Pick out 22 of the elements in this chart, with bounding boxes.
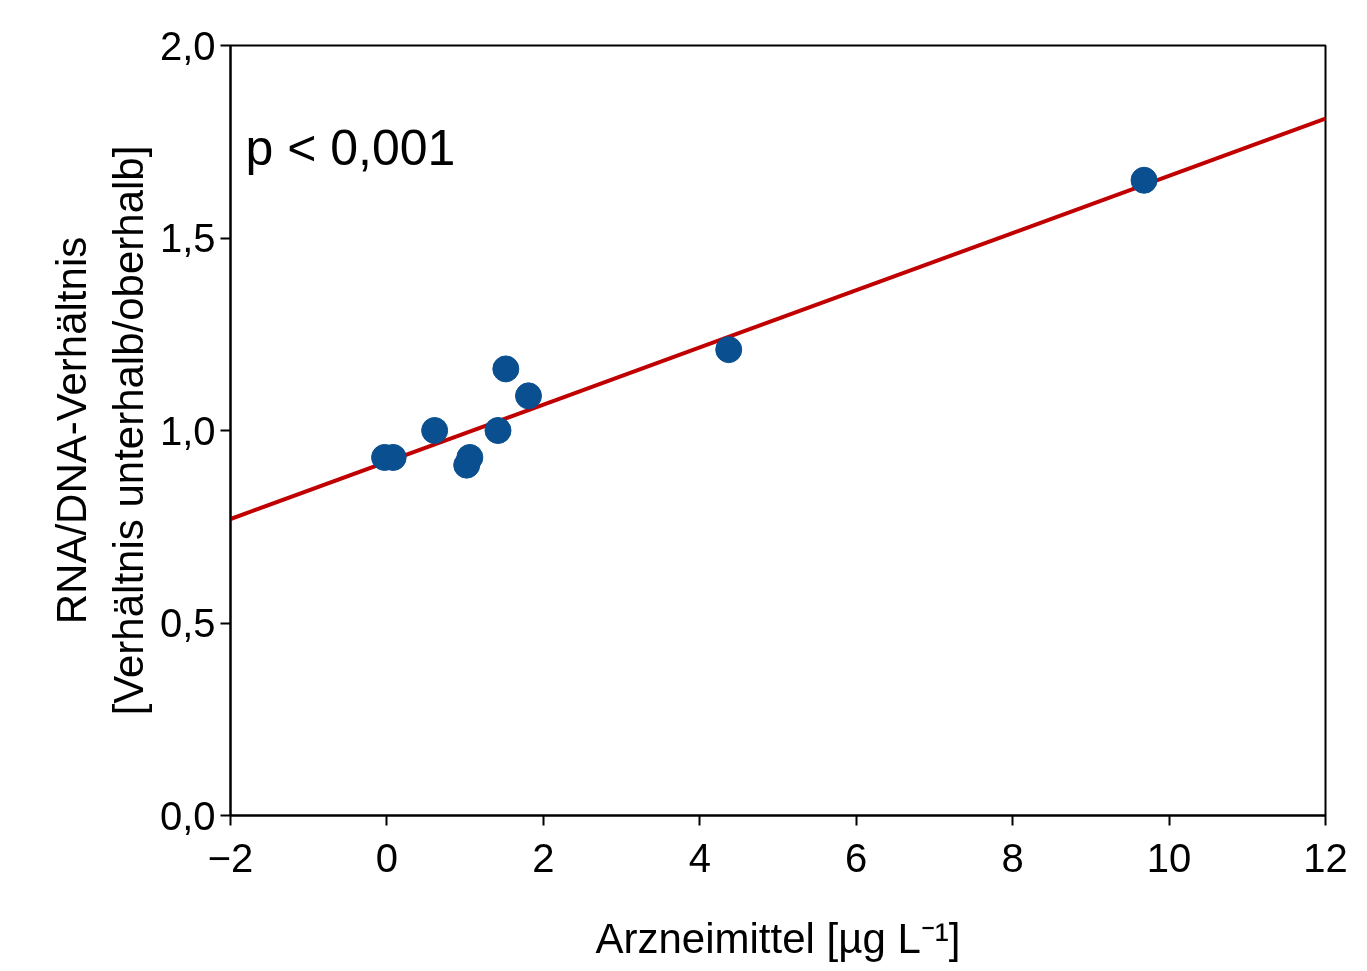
y-axis-title: RNA/DNA-Verhältnis [Verhältnis unterhalb/oberhalb]	[48, 145, 152, 716]
x-tick-label: 4	[688, 835, 711, 880]
point	[715, 336, 743, 364]
point	[421, 417, 449, 444]
point	[484, 417, 512, 444]
x-tick-label: 12	[1303, 835, 1348, 880]
x-tick-label: 2	[532, 835, 555, 880]
annotation: p < 0,001	[245, 119, 456, 176]
x-tick-label: 6	[845, 835, 868, 880]
point	[1130, 166, 1158, 194]
y-tick-label: 0,0	[159, 793, 216, 838]
point	[492, 355, 520, 383]
x-tick-label: 0	[375, 835, 399, 880]
y-tick-label: 1,5	[159, 216, 216, 260]
point	[515, 382, 542, 410]
y-tick-label: 2,0	[159, 23, 216, 68]
x-tick-label: −2	[207, 835, 254, 880]
x-tick-label: 10	[1146, 835, 1192, 880]
x-axis-title: Arzneimittel [µg L⁻¹]	[595, 914, 961, 962]
y-tick-label: 1,0	[159, 408, 216, 453]
x-tick-label: 8	[1001, 835, 1024, 880]
y-tick-label: 0,5	[159, 601, 216, 645]
